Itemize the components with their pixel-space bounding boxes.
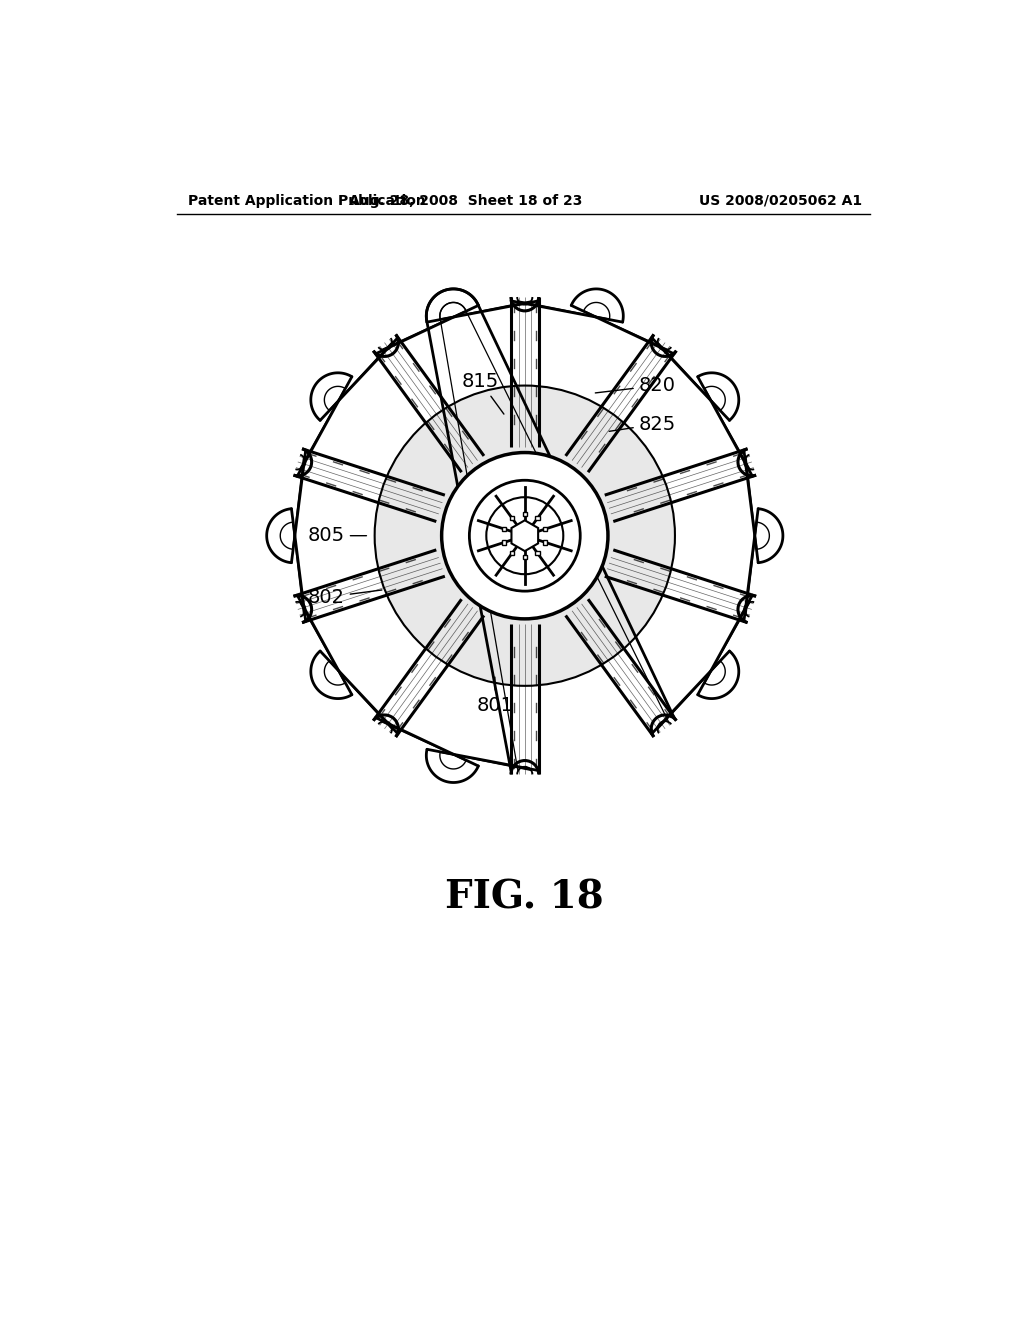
Polygon shape	[510, 516, 514, 520]
Polygon shape	[536, 550, 540, 556]
Polygon shape	[522, 556, 527, 560]
Text: 801: 801	[477, 677, 514, 714]
Circle shape	[375, 385, 675, 686]
Polygon shape	[502, 540, 507, 545]
Circle shape	[469, 480, 581, 591]
Text: 805: 805	[307, 527, 367, 545]
Polygon shape	[511, 520, 539, 552]
Text: FIG. 18: FIG. 18	[445, 879, 604, 916]
Text: 825: 825	[609, 414, 676, 433]
Polygon shape	[522, 512, 527, 516]
Text: 802: 802	[307, 587, 382, 607]
Polygon shape	[543, 527, 548, 531]
Text: Patent Application Publication: Patent Application Publication	[188, 194, 426, 207]
Text: US 2008/0205062 A1: US 2008/0205062 A1	[699, 194, 862, 207]
Text: Aug. 28, 2008  Sheet 18 of 23: Aug. 28, 2008 Sheet 18 of 23	[349, 194, 583, 207]
Text: 815: 815	[462, 372, 504, 414]
Polygon shape	[510, 550, 514, 556]
Circle shape	[441, 453, 608, 619]
Polygon shape	[536, 516, 540, 520]
Polygon shape	[543, 540, 548, 545]
Circle shape	[486, 498, 563, 574]
Polygon shape	[502, 527, 507, 531]
Text: 820: 820	[595, 376, 676, 395]
